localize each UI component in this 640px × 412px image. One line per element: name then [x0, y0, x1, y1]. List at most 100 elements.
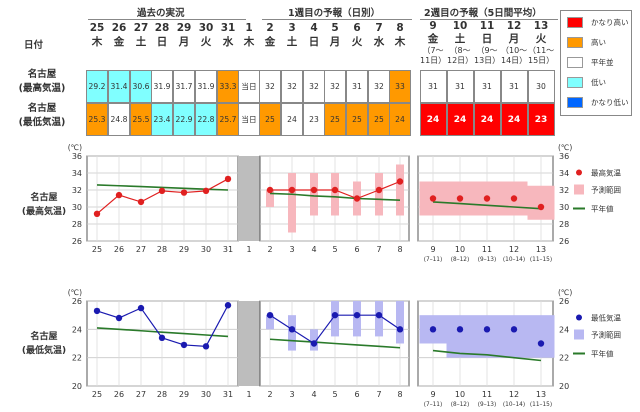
past-day-0-date: 25 [89, 22, 105, 34]
min-today-cell: 当日 [238, 103, 260, 136]
min-xtick-week2-4: 13 [536, 390, 546, 399]
min-past-cell-3: 23.4 [151, 103, 173, 136]
past-day-5-weekday: 火 [200, 36, 212, 48]
max-point-week1-6 [396, 178, 404, 185]
min-xtick-past-4: 29 [179, 390, 189, 399]
max-xtick-week1-4: 6 [354, 245, 359, 254]
min-xtick-past-5: 30 [201, 390, 211, 399]
max-range-week2-0 [419, 181, 447, 216]
max-week2-cell-4: 30 [527, 70, 555, 103]
max-ytick-right-3: 32 [559, 186, 569, 195]
chart-label-max-city: 名古屋 [30, 193, 58, 203]
max-ytick-left-4: 34 [72, 169, 82, 178]
min-xtick-week2-0: 9 [430, 390, 435, 399]
week2-day-4-date: 13 [533, 20, 549, 32]
min-xtick-past-3: 28 [157, 390, 167, 399]
week2-day-0-range2: 11日） [420, 56, 447, 65]
max-past-cell-3: 31.9 [151, 70, 173, 103]
max-week1-cell-3: 32 [324, 70, 346, 103]
max-past-cell-0: 29.2 [86, 70, 108, 103]
max-past-cell-5: 31.9 [195, 70, 217, 103]
category-legend: かなり高い 高い 平年並 低い かなり低い [560, 10, 632, 116]
week1-day-6-weekday: 木 [394, 36, 406, 48]
max-xtick-week2-sub-4: (11–15) [530, 257, 552, 263]
week2-day-3-date: 12 [506, 20, 522, 32]
today-date: 1 [245, 22, 253, 34]
max-xtick-past-6: 31 [223, 245, 233, 254]
past-day-5-date: 30 [198, 22, 214, 34]
max-panel-week2 [417, 155, 554, 242]
min-panel-today [238, 301, 260, 386]
min-point-week1-1 [288, 326, 296, 333]
max-xtick-past-3: 28 [157, 245, 167, 254]
max-point-week2-1 [456, 195, 464, 202]
max-normal-week2 [432, 201, 542, 210]
past-day-1-date: 26 [111, 22, 127, 34]
past-day-3-weekday: 日 [156, 36, 168, 48]
min-week1-cell-0: 25 [259, 103, 281, 136]
past-day-2-date: 27 [133, 22, 149, 34]
min-point-week2-4 [537, 340, 545, 347]
min-normal-past [96, 327, 229, 338]
row-label-min-kind: (最低気温) [18, 117, 66, 128]
max-past-cell-1: 31.4 [108, 70, 130, 103]
max-week1-cell-6: 33 [389, 70, 411, 103]
min-ytick-right-1: 22 [559, 354, 569, 363]
max-xtick-week2-4: 13 [536, 245, 546, 254]
max-ytick-right-2: 30 [559, 203, 569, 212]
max-xtick-past-4: 29 [179, 245, 189, 254]
min-point-past-4 [180, 341, 188, 349]
min-point-past-6 [224, 302, 232, 309]
past-day-3-date: 28 [154, 22, 170, 34]
week2-day-0-range1: （7〜 [422, 46, 444, 55]
max-week1-cell-0: 32 [259, 70, 281, 103]
row-label-min: 名古屋 (最低気温) [10, 102, 74, 130]
min-range-week1-0 [266, 315, 274, 330]
max-xtick-week2-sub-0: (7–11) [424, 257, 443, 263]
min-xtick-week2-sub-4: (11–15) [530, 402, 552, 408]
max-xtick-week2-sub-2: (9–13) [478, 257, 497, 263]
category-legend-label-2: 平年並 [591, 58, 614, 67]
min-xtick-week2-sub-3: (10–14) [503, 402, 525, 408]
min-point-week1-5 [375, 311, 383, 319]
max-today-cell: 当日 [238, 70, 260, 103]
row-label-min-city: 名古屋 [27, 103, 57, 114]
week1-day-2-date: 4 [310, 22, 318, 34]
row-label-max-kind: (最高気温) [18, 83, 66, 94]
max-ytick-right-1: 28 [559, 220, 569, 229]
min-ytick-left-3: 26 [72, 297, 82, 306]
max-range-week1-6 [396, 164, 404, 216]
min-week2-cell-4: 23 [527, 103, 555, 136]
category-legend-swatch-0 [567, 17, 583, 28]
week2-day-3-range2: 14日） [501, 56, 528, 65]
max-panel-week1 [259, 155, 410, 242]
min-point-week1-3 [331, 311, 339, 319]
min-range-week1-2 [310, 329, 318, 351]
category-legend-label-0: かなり高い [591, 18, 629, 27]
max-xtick-week1-2: 4 [311, 245, 316, 254]
row-label-max: 名古屋 (最高気温) [10, 68, 74, 96]
max-xtick-week2-sub-1: (8–12) [451, 257, 470, 263]
max-point-week1-5 [375, 186, 383, 194]
max-point-past-1 [115, 191, 123, 199]
min-point-week2-2 [483, 326, 491, 333]
max-normal-past [96, 184, 229, 191]
min-week1-cell-2: 23 [303, 103, 325, 136]
min-obs-line-past [96, 304, 229, 347]
week2-day-1-weekday: 土 [454, 33, 466, 45]
past-day-6-weekday: 水 [222, 36, 234, 48]
max-point-past-5 [202, 187, 210, 195]
category-legend-swatch-3 [567, 77, 583, 88]
week2-day-2-date: 11 [479, 20, 495, 32]
max-ytick-right-5: 36 [559, 152, 569, 161]
min-xtick-week2-1: 10 [455, 390, 465, 399]
min-past-cell-4: 22.9 [173, 103, 195, 136]
max-range-week1-1 [288, 173, 296, 233]
past-day-1-weekday: 金 [113, 36, 125, 48]
min-range-week1-1 [288, 315, 296, 351]
min-xtick-past-0: 25 [92, 390, 102, 399]
max-range-week1-0 [266, 190, 274, 207]
min-range-week2-4 [527, 315, 555, 358]
max-xtick-week2-2: 11 [482, 245, 492, 254]
max-point-week1-4 [353, 195, 361, 202]
